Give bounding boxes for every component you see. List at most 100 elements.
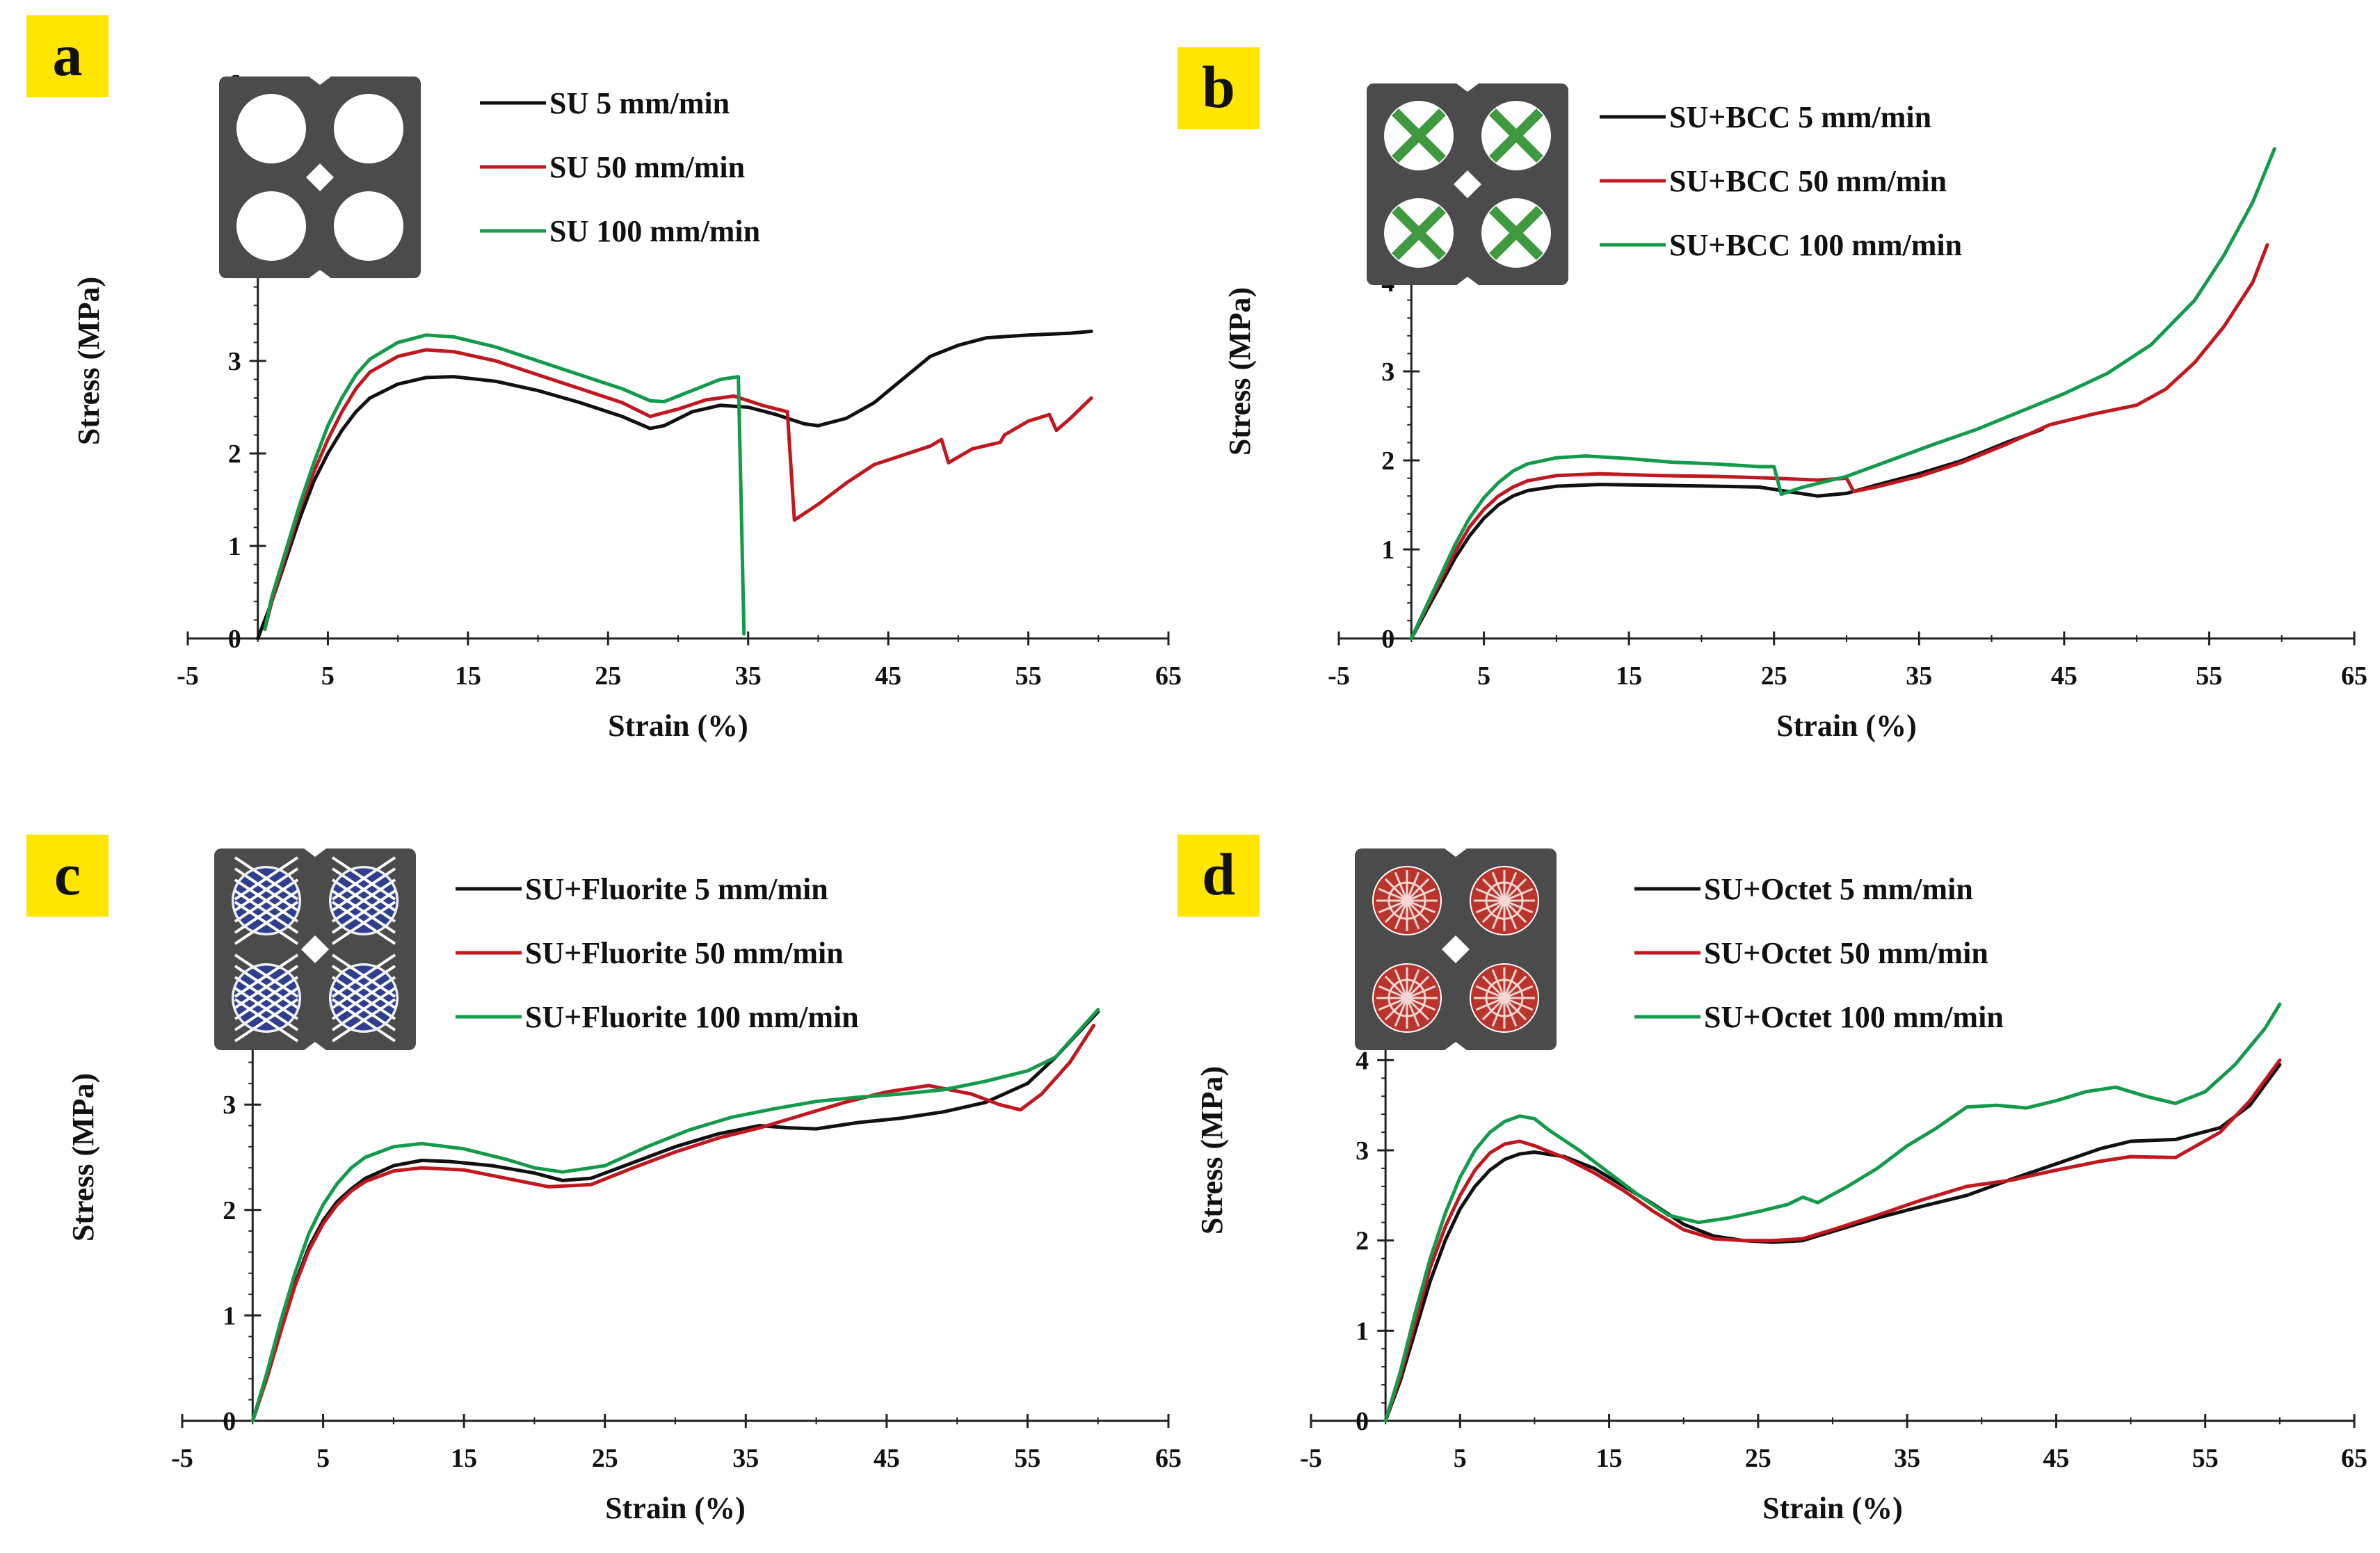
unit-cell-hole	[334, 191, 403, 261]
legend-label: SU+Octet 5 mm/min	[1704, 872, 1973, 906]
panel-badge	[1177, 47, 1260, 129]
chart-panel-b: b-551525354555650123456Strain (%)Stress …	[1177, 47, 2367, 743]
x-tick-label: 25	[1745, 1444, 1771, 1473]
series-line-2	[250, 1008, 1100, 1423]
unit-cell-notch	[1445, 1042, 1467, 1050]
panel-badge	[26, 835, 108, 917]
legend-label: SU 100 mm/min	[549, 214, 760, 248]
x-tick-label: 65	[1155, 661, 1182, 691]
x-axis-label: Strain (%)	[608, 709, 748, 743]
legend-label: SU+Fluorite 5 mm/min	[525, 872, 828, 906]
x-tick-label: 15	[1616, 661, 1642, 691]
y-tick-label: 1	[1356, 1317, 1369, 1346]
y-tick-label: 1	[1381, 536, 1394, 565]
octet-strut	[1475, 985, 1534, 1011]
legend-label: SU+Octet 100 mm/min	[1704, 1000, 2004, 1034]
x-tick-label: 35	[735, 661, 762, 691]
y-tick-label: 2	[1356, 1227, 1369, 1256]
series-line-1	[1409, 243, 2269, 641]
y-tick-label: 0	[223, 1407, 236, 1436]
octet-ring	[1485, 881, 1524, 920]
bcc-strut	[1392, 206, 1446, 260]
y-tick-label: 0	[1381, 625, 1394, 654]
fluorite-strut	[234, 998, 299, 1043]
x-tick-label: 15	[455, 661, 481, 691]
panel-badge	[26, 15, 108, 97]
series-line-0	[1409, 427, 2045, 641]
x-tick-label: 45	[2051, 661, 2077, 691]
octet-strut	[1475, 887, 1534, 914]
fluorite-rim	[232, 963, 301, 1033]
y-axis-label: Stress (MPa)	[66, 1073, 100, 1241]
x-tick-label: 15	[451, 1444, 477, 1473]
y-tick-label: 3	[1356, 1136, 1369, 1166]
y-tick-label: 3	[1381, 357, 1394, 387]
unit-cell-hole	[236, 191, 306, 261]
fluorite-strut	[234, 976, 299, 1020]
series-line-1	[1383, 1058, 2282, 1423]
fluorite-strut	[331, 878, 396, 923]
bcc-strut	[1392, 108, 1446, 163]
x-tick-label: 45	[2043, 1444, 2069, 1473]
fluorite-strut	[331, 856, 396, 901]
x-tick-label: 65	[2341, 661, 2367, 691]
series-line-2	[1383, 1002, 2282, 1423]
unit-cell-hole	[334, 94, 403, 163]
series-line-2	[1409, 147, 2276, 641]
fluorite-rim	[232, 866, 301, 935]
series-line-2	[263, 333, 746, 636]
panel-badge	[1177, 835, 1260, 917]
unit-cell-notch	[309, 270, 331, 278]
series-line-1	[263, 348, 1093, 631]
series-line-0	[256, 329, 1093, 641]
panel-letter: b	[1202, 54, 1235, 120]
legend-label: SU+Fluorite 50 mm/min	[525, 936, 844, 970]
chart-panel-a: a-551525354555650123456Strain (%)Stress …	[26, 15, 1182, 743]
octet-strut	[1378, 887, 1436, 914]
x-tick-label: 35	[1906, 661, 1932, 691]
legend-label: SU+BCC 50 mm/min	[1669, 164, 1947, 198]
panel-letter: c	[54, 841, 81, 908]
x-tick-label: -5	[1300, 1444, 1322, 1473]
y-tick-label: 2	[228, 440, 241, 469]
octet-strut	[1378, 985, 1436, 1011]
y-tick-label: 3	[223, 1091, 236, 1120]
y-tick-label: 4	[1356, 1046, 1369, 1075]
panel-letter: d	[1202, 841, 1235, 908]
x-tick-label: 65	[2341, 1444, 2367, 1473]
y-tick-label: 3	[228, 347, 241, 376]
x-tick-label: 15	[1596, 1444, 1623, 1473]
y-axis-label: Stress (MPa)	[1223, 287, 1257, 456]
x-tick-label: 5	[316, 1444, 330, 1473]
unit-cell-notch	[309, 77, 331, 85]
series-line-1	[250, 1024, 1096, 1423]
chart-panel-c: c-55152535455565012345Strain (%)Stress (…	[26, 835, 1182, 1525]
fluorite-strut	[234, 856, 299, 901]
octet-ring	[1388, 979, 1426, 1017]
y-tick-label: 1	[228, 532, 241, 561]
octet-ring	[1485, 979, 1524, 1017]
unit-cell-notch	[1456, 83, 1479, 92]
x-axis-label: Strain (%)	[1762, 1491, 1903, 1525]
legend-label: SU+BCC 100 mm/min	[1669, 228, 1962, 262]
x-tick-label: 35	[732, 1444, 759, 1473]
y-tick-label: 0	[228, 625, 241, 654]
legend-label: SU+Fluorite 100 mm/min	[525, 1000, 859, 1034]
y-tick-label: 2	[1381, 446, 1394, 476]
unit-cell-center-hole	[1442, 935, 1470, 963]
unit-cell-center-hole	[1454, 170, 1481, 198]
fluorite-strut	[234, 953, 299, 998]
y-tick-label: 2	[223, 1196, 236, 1225]
x-tick-label: 25	[1761, 661, 1787, 691]
x-tick-label: -5	[171, 1444, 193, 1473]
bcc-strut	[1489, 206, 1543, 260]
unit-cell-center-hole	[301, 935, 329, 963]
x-tick-label: -5	[1328, 661, 1350, 691]
fluorite-strut	[234, 878, 299, 923]
legend-label: SU 50 mm/min	[549, 150, 745, 184]
fluorite-rim	[329, 866, 399, 935]
x-tick-label: 5	[1477, 661, 1490, 691]
fluorite-strut	[331, 976, 396, 1020]
fluorite-strut	[234, 901, 299, 945]
